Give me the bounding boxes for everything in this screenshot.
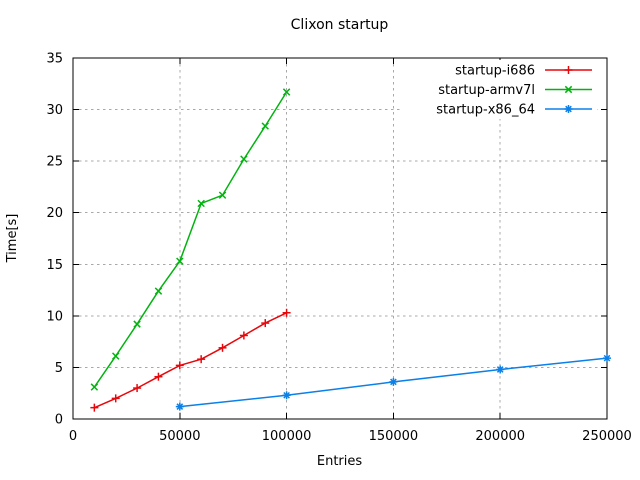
x-tick-label: 0	[69, 429, 77, 444]
x-tick-label: 150000	[369, 429, 419, 444]
series-startup-x86_64	[175, 354, 611, 411]
axes	[72, 57, 608, 420]
legend-label: startup-armv7l	[438, 83, 535, 98]
legend-entry-startup-i686: startup-i686	[455, 64, 592, 79]
legend-entry-startup-armv7l: startup-armv7l	[438, 83, 592, 98]
plot-border	[72, 57, 608, 420]
x-tick-label: 200000	[475, 429, 525, 444]
y-tick-label: 10	[46, 309, 63, 324]
x-axis-label: Entries	[317, 454, 363, 469]
x-tick-label: 50000	[159, 429, 200, 444]
legend-label: startup-i686	[455, 64, 535, 79]
legend: startup-i686 startup-armv7l startup-x86_64	[402, 60, 597, 119]
series-startup-armv7l	[90, 88, 291, 391]
y-tick-label: 20	[46, 206, 63, 221]
y-tick-label: 25	[46, 155, 63, 170]
x-tick-label: 100000	[262, 429, 312, 444]
y-axis-label: Time[s]	[5, 214, 20, 264]
asterisk-marker	[175, 354, 611, 411]
tick-labels: 0 50000 100000 150000 200000 250000 0 5 10 15 20 25…	[46, 52, 631, 445]
legend-entry-startup-x86_64: startup-x86_64	[436, 103, 592, 118]
y-tick-label: 35	[46, 52, 63, 67]
series-line	[94, 312, 287, 409]
y-tick-label: 0	[55, 413, 63, 428]
x-tick-label: 250000	[582, 429, 632, 444]
y-tick-label: 30	[46, 103, 63, 118]
series-line	[93, 91, 288, 388]
chart-title: Clixon startup	[291, 17, 389, 33]
series-startup-i686	[90, 308, 291, 412]
plus-marker	[90, 308, 291, 412]
y-tick-label: 5	[55, 361, 63, 376]
legend-label: startup-x86_64	[436, 103, 535, 118]
cross-marker	[90, 88, 291, 391]
y-tick-label: 15	[46, 258, 63, 273]
